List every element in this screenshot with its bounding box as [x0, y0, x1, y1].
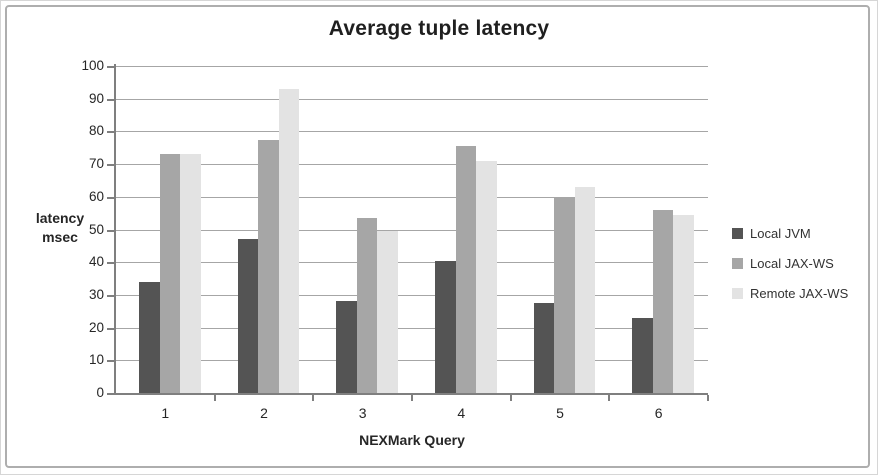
legend-swatch-icon	[732, 287, 743, 299]
legend-item-local-jax-ws: Local JAX-WS	[732, 248, 867, 278]
gridline-90	[116, 98, 708, 100]
y-axis-title: latency msec	[17, 209, 103, 247]
bar-remote-jax-ws-q2	[278, 88, 300, 393]
y-axis-title-line1: latency	[35, 210, 85, 226]
y-tick-label-50: 50	[88, 221, 104, 237]
bar-remote-jax-ws-q5	[574, 187, 596, 393]
y-tick-10	[107, 360, 114, 363]
y-tick-50	[107, 229, 114, 232]
y-tick-label-20: 20	[88, 319, 104, 335]
gridline-30	[116, 294, 708, 296]
x-tick-label-6: 6	[654, 405, 663, 421]
y-tick-0	[107, 393, 114, 395]
x-tick-label-2: 2	[260, 405, 268, 421]
legend-swatch-icon	[732, 227, 743, 239]
x-tick-label-5: 5	[556, 405, 564, 421]
y-tick-40	[107, 262, 114, 265]
gridline-50	[116, 229, 708, 231]
bar-local-jvm-q3	[336, 301, 357, 393]
bar-local-jvm-q5	[533, 303, 555, 393]
y-tick-label-100: 100	[81, 58, 104, 73]
x-tick-4	[509, 395, 512, 401]
legend: Local JVM Local JAX-WS Remote JAX-WS	[732, 218, 867, 308]
x-tick-label-4: 4	[457, 405, 466, 421]
x-tick-label-3: 3	[358, 405, 367, 421]
y-tick-label-30: 30	[88, 286, 104, 302]
gridline-20	[116, 327, 708, 329]
y-axis-line	[114, 64, 116, 395]
x-tick-label-1: 1	[161, 405, 170, 421]
bar-local-jax-ws-q1	[159, 154, 180, 393]
y-tick-label-40: 40	[88, 254, 104, 270]
gridline-60	[116, 196, 708, 198]
bar-local-jax-ws-q5	[554, 196, 575, 393]
legend-item-remote-jax-ws: Remote JAX-WS	[732, 278, 867, 308]
legend-item-local-jvm: Local JVM	[732, 218, 867, 248]
y-tick-60	[107, 196, 114, 199]
gridline-40	[116, 262, 708, 264]
y-tick-70	[107, 164, 114, 167]
legend-label: Remote JAX-WS	[750, 285, 849, 301]
bar-local-jvm-q6	[632, 317, 653, 393]
bar-remote-jax-ws-q6	[673, 214, 694, 393]
gridline-80	[116, 131, 708, 133]
y-tick-label-0: 0	[96, 385, 104, 400]
y-tick-label-80: 80	[88, 123, 104, 139]
x-tick-3	[411, 395, 413, 401]
y-tick-100	[107, 66, 114, 68]
gridline-10	[116, 360, 708, 362]
y-tick-label-90: 90	[88, 90, 104, 106]
y-tick-label-60: 60	[88, 188, 104, 204]
y-axis-title-line2: msec	[42, 229, 78, 245]
x-axis-line	[114, 393, 708, 395]
bar-remote-jax-ws-q3	[377, 231, 398, 393]
bar-local-jvm-q1	[139, 281, 160, 393]
bar-local-jax-ws-q2	[258, 139, 279, 393]
bar-local-jvm-q2	[237, 239, 259, 393]
x-axis-title: NEXMark Query	[359, 432, 465, 448]
chart-title: Average tuple latency	[328, 17, 550, 40]
x-tick-2	[312, 395, 315, 401]
legend-label: Local JVM	[750, 225, 811, 241]
y-tick-label-70: 70	[88, 156, 104, 172]
bar-local-jax-ws-q3	[356, 218, 378, 393]
bar-local-jax-ws-q6	[652, 209, 674, 393]
y-tick-30	[107, 294, 114, 297]
y-tick-20	[107, 327, 114, 330]
gridline-70	[116, 164, 708, 166]
y-tick-label-10: 10	[88, 352, 104, 368]
legend-swatch-icon	[732, 257, 743, 269]
gridline-100	[116, 66, 708, 67]
x-tick-6	[707, 395, 709, 401]
x-tick-5	[608, 395, 611, 401]
legend-label: Local JAX-WS	[750, 255, 834, 271]
y-tick-80	[107, 131, 114, 134]
x-tick-1	[213, 395, 216, 401]
bar-remote-jax-ws-q4	[476, 160, 497, 393]
bar-local-jvm-q4	[435, 260, 456, 393]
bar-local-jax-ws-q4	[455, 146, 476, 393]
bar-remote-jax-ws-q1	[180, 154, 201, 393]
y-tick-90	[107, 98, 114, 101]
